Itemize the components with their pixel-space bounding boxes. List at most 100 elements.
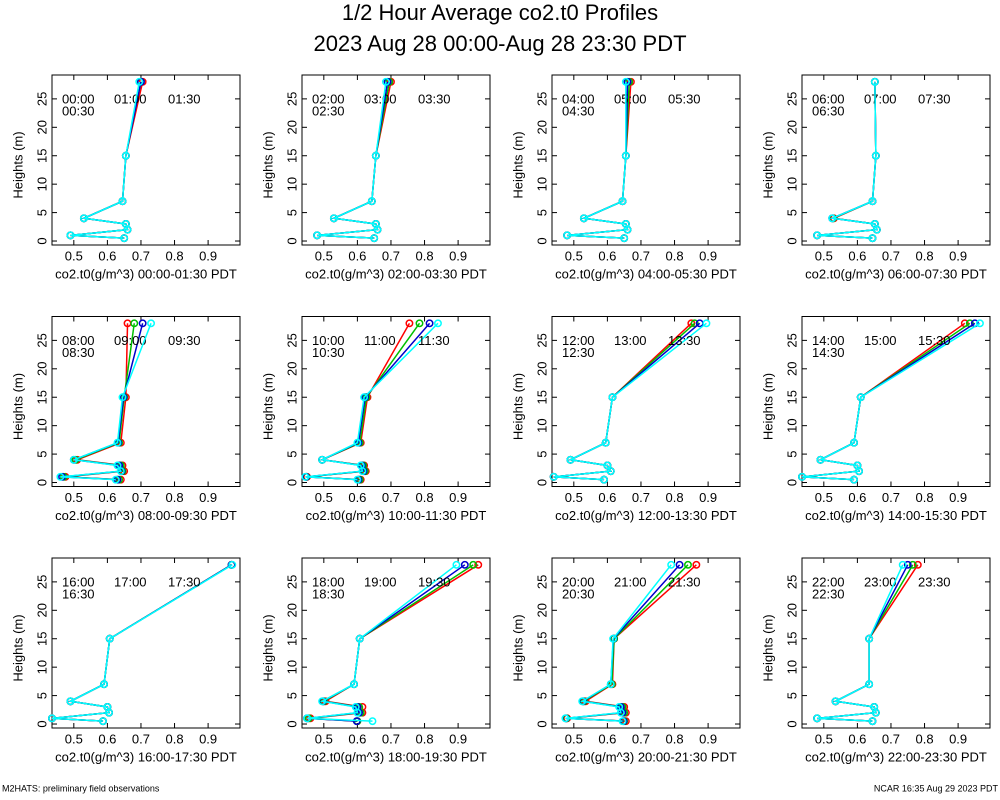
y-tick-label: 10 bbox=[784, 660, 799, 674]
plot-frame bbox=[51, 557, 241, 729]
profile-marker bbox=[855, 467, 864, 476]
x-axis-label: co2.t0(g/m^3) 16:00-17:30 PDT bbox=[55, 749, 237, 764]
legend-label: 10:30 bbox=[312, 345, 345, 360]
x-axis-label: co2.t0(g/m^3) 10:00-11:30 PDT bbox=[306, 508, 487, 523]
profile-marker bbox=[813, 231, 822, 240]
y-tick-label: 5 bbox=[284, 692, 299, 699]
y-axis-label: Heights (m) bbox=[510, 614, 525, 681]
profile-line bbox=[51, 564, 233, 722]
y-tick-label: 0 bbox=[34, 237, 49, 244]
y-tick-label: 5 bbox=[34, 692, 49, 699]
legend-label: 11:30 bbox=[418, 333, 450, 348]
profile-marker bbox=[303, 714, 311, 723]
y-tick-label: 0 bbox=[784, 720, 799, 727]
profile-marker bbox=[618, 717, 627, 726]
x-tick-label: 0.9 bbox=[449, 490, 467, 505]
y-tick-label: 0 bbox=[534, 720, 549, 727]
profile-marker bbox=[566, 455, 575, 464]
y-tick-label: 15 bbox=[534, 632, 549, 646]
profile-marker bbox=[415, 319, 424, 328]
x-tick-label: 0.9 bbox=[949, 731, 967, 746]
profile-marker bbox=[903, 560, 912, 569]
y-tick-label: 5 bbox=[534, 209, 549, 216]
profile-marker bbox=[690, 319, 699, 328]
profile-marker bbox=[675, 560, 684, 569]
y-tick-label: 0 bbox=[34, 479, 49, 486]
x-tick-label: 0.9 bbox=[699, 731, 717, 746]
x-tick-label: 0.6 bbox=[348, 490, 366, 505]
x-tick-label: 0.8 bbox=[665, 490, 683, 505]
profile-marker bbox=[228, 560, 237, 569]
y-tick-label: 5 bbox=[34, 450, 49, 457]
profile-marker bbox=[850, 438, 858, 447]
y-tick-label: 0 bbox=[284, 237, 299, 244]
profile-marker bbox=[856, 393, 865, 402]
plot-frame bbox=[551, 316, 741, 487]
profile-marker bbox=[301, 472, 310, 481]
x-tick-label: 0.8 bbox=[665, 731, 683, 746]
legend-label: 21:30 bbox=[668, 574, 701, 589]
profile-marker bbox=[350, 680, 358, 689]
x-tick-label: 0.9 bbox=[699, 490, 717, 505]
legend-label: 19:00 bbox=[364, 574, 397, 589]
profile-marker bbox=[405, 319, 414, 328]
y-tick-label: 15 bbox=[34, 149, 49, 163]
x-tick-label: 0.7 bbox=[132, 731, 150, 746]
page-subtitle: 2023 Aug 28 00:00-Aug 28 23:30 PDT bbox=[313, 31, 686, 56]
y-tick-label: 20 bbox=[534, 120, 549, 134]
y-tick-label: 25 bbox=[784, 333, 799, 347]
profile-marker bbox=[313, 231, 322, 240]
legend-label: 04:00 bbox=[562, 91, 595, 106]
profile-marker bbox=[850, 475, 858, 484]
x-tick-label: 0.9 bbox=[449, 248, 467, 263]
y-axis-label: Heights (m) bbox=[10, 373, 25, 440]
x-axis-label: co2.t0(g/m^3) 18:00-19:30 PDT bbox=[305, 749, 487, 764]
profile-marker bbox=[130, 319, 139, 328]
plot-frame bbox=[301, 316, 491, 487]
profile-marker bbox=[828, 214, 837, 223]
plot-frame bbox=[801, 557, 991, 729]
profile-marker bbox=[616, 708, 625, 717]
plot-frame bbox=[801, 316, 991, 487]
profile-marker bbox=[561, 714, 570, 723]
legend-label: 00:00 bbox=[62, 91, 95, 106]
x-tick-label: 0.5 bbox=[815, 248, 833, 263]
profile-line bbox=[817, 81, 878, 239]
y-tick-label: 5 bbox=[784, 692, 799, 699]
x-tick-label: 0.6 bbox=[348, 731, 366, 746]
x-axis-label: co2.t0(g/m^3) 00:00-01:30 PDT bbox=[55, 266, 237, 281]
y-axis-label: Heights (m) bbox=[510, 131, 525, 198]
legend-label: 06:00 bbox=[812, 91, 845, 106]
profile-marker bbox=[358, 467, 367, 476]
legend-label: 20:00 bbox=[562, 574, 595, 589]
profile-marker bbox=[621, 77, 630, 86]
y-tick-label: 10 bbox=[284, 660, 299, 674]
x-tick-label: 0.7 bbox=[632, 248, 650, 263]
x-tick-label: 0.7 bbox=[382, 248, 400, 263]
profile-marker bbox=[603, 461, 612, 470]
profile-marker bbox=[798, 472, 806, 481]
legend-label: 08:00 bbox=[62, 333, 95, 348]
y-axis-label: Heights (m) bbox=[260, 373, 275, 440]
profile-marker bbox=[865, 680, 874, 689]
legend-label: 13:00 bbox=[614, 333, 647, 348]
y-tick-label: 15 bbox=[534, 390, 549, 404]
profile-marker bbox=[118, 197, 127, 206]
x-axis-label: co2.t0(g/m^3) 22:00-23:30 PDT bbox=[805, 749, 987, 764]
y-tick-label: 15 bbox=[534, 149, 549, 163]
profile-marker bbox=[425, 319, 434, 328]
x-tick-label: 0.9 bbox=[949, 248, 967, 263]
y-tick-label: 25 bbox=[534, 333, 549, 347]
profile-line bbox=[60, 323, 152, 481]
legend-label: 02:30 bbox=[312, 103, 345, 118]
x-tick-label: 0.8 bbox=[415, 490, 433, 505]
profile-line bbox=[306, 564, 457, 722]
legend-label: 00:30 bbox=[62, 103, 95, 118]
x-tick-label: 0.6 bbox=[98, 490, 116, 505]
x-tick-label: 0.5 bbox=[565, 490, 583, 505]
profile-marker bbox=[601, 438, 610, 447]
legend-label: 01:30 bbox=[168, 91, 201, 106]
y-axis-label: Heights (m) bbox=[760, 614, 775, 681]
legend-label: 16:00 bbox=[62, 574, 95, 589]
